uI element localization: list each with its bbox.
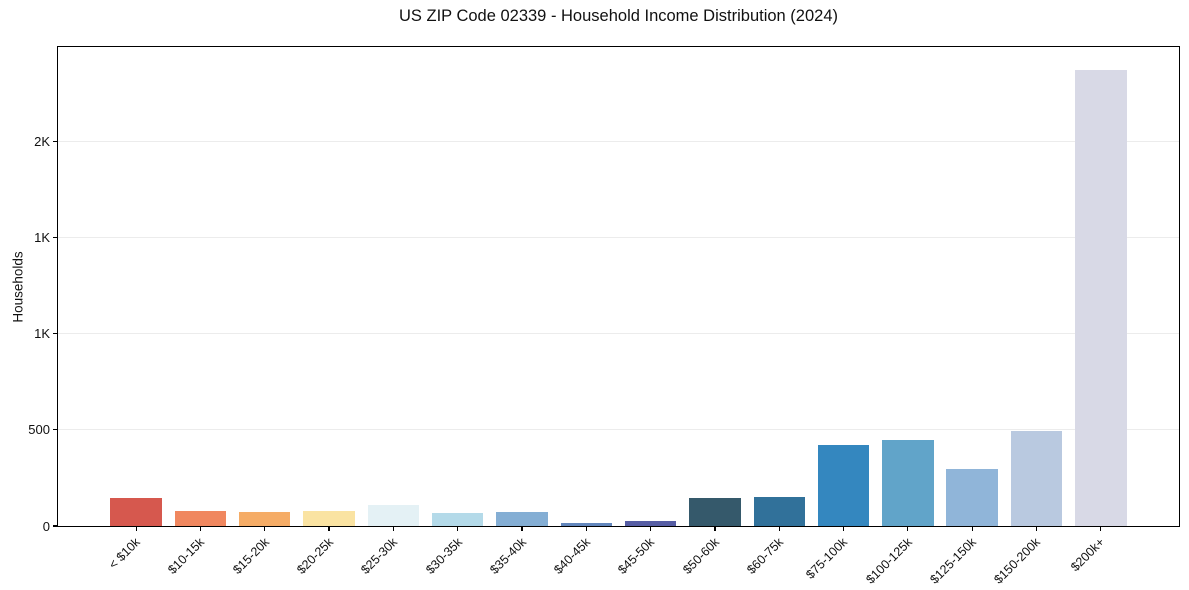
gridline-1K	[58, 333, 1179, 335]
y-tick-mark-1K	[52, 333, 57, 335]
x-tick-mark	[457, 527, 459, 532]
x-tick-mark	[1100, 527, 1102, 532]
gridline-1K	[58, 236, 1179, 238]
x-tick-label: $35-40k	[487, 535, 529, 577]
bar-$150-200k	[1010, 431, 1063, 526]
y-tick-mark-0	[52, 525, 57, 527]
x-tick-label: $40-45k	[551, 535, 594, 577]
x-tick-label: $125-150k	[927, 535, 980, 587]
x-tick-label: $200k+	[1068, 535, 1108, 575]
bar-< $10k	[110, 498, 162, 526]
x-tick-label: $15-20k	[229, 535, 272, 577]
plot-area: 0 500 1K 1K 2K < $10k $10-15k $15-20k $20-25k $25…	[28, 46, 1180, 587]
bar-$60-75k	[753, 496, 805, 526]
bar-$30-35k	[431, 512, 484, 526]
x-tick-mark	[585, 527, 587, 532]
bar-$50-60k	[689, 498, 741, 526]
x-tick-mark	[392, 527, 394, 532]
bar-$100-125k	[882, 440, 934, 526]
bar-$200k+	[1075, 70, 1127, 526]
bar-$35-40k	[496, 512, 548, 526]
x-tick-label: $150-200k	[991, 535, 1044, 587]
x-tick-label: $10-15k	[165, 535, 208, 577]
x-tick-label: $20-25k	[294, 535, 336, 577]
chart-title: US ZIP Code 02339 - Household Income Dis…	[398, 7, 838, 25]
bar-$20-25k	[303, 511, 355, 526]
bar-$25-30k	[367, 505, 420, 526]
y-tick-label: 2K	[34, 133, 50, 149]
x-tick-mark	[1035, 527, 1038, 532]
x-tick-label: $100-125k	[863, 535, 915, 587]
bar-$10-15k	[174, 510, 227, 526]
x-tick-mark	[135, 527, 137, 532]
x-tick-label: $50-60k	[680, 535, 722, 577]
x-tick-label: $30-35k	[422, 535, 465, 577]
x-tick-mark	[650, 527, 652, 532]
x-tick-mark	[264, 527, 266, 532]
x-tick-label: < $10k	[106, 535, 144, 572]
gridline-2K	[58, 140, 1179, 142]
y-axis-label: Households	[10, 251, 26, 323]
x-tick-mark	[328, 527, 330, 532]
y-tick-mark-1K	[52, 236, 57, 239]
y-tick-mark-500	[52, 429, 57, 431]
bar-$125-150k	[946, 468, 998, 526]
y-tick-label: 1K	[34, 326, 50, 342]
bar-$15-20k	[239, 512, 291, 526]
y-tick-label: 0	[42, 518, 50, 534]
bar-$45-50k	[624, 521, 677, 526]
y-tick-label: 1K	[34, 229, 50, 245]
x-tick-mark	[199, 527, 202, 532]
x-tick-label: $60-75k	[744, 535, 787, 577]
x-tick-mark	[714, 527, 716, 532]
x-tick-mark	[907, 527, 909, 532]
x-tick-mark	[778, 527, 780, 532]
gridline-500	[58, 429, 1179, 431]
x-tick-mark	[521, 527, 523, 532]
y-tick-mark-2K	[52, 140, 57, 142]
bar-$40-45k	[560, 522, 613, 526]
x-tick-label: $25-30k	[358, 535, 401, 577]
y-tick-label: 500	[28, 422, 50, 438]
x-tick-label: $75-100k	[803, 535, 851, 582]
bar-$75-100k	[817, 445, 870, 526]
x-tick-mark	[842, 527, 845, 532]
x-tick-label: $45-50k	[615, 535, 658, 577]
x-tick-mark	[971, 527, 973, 532]
